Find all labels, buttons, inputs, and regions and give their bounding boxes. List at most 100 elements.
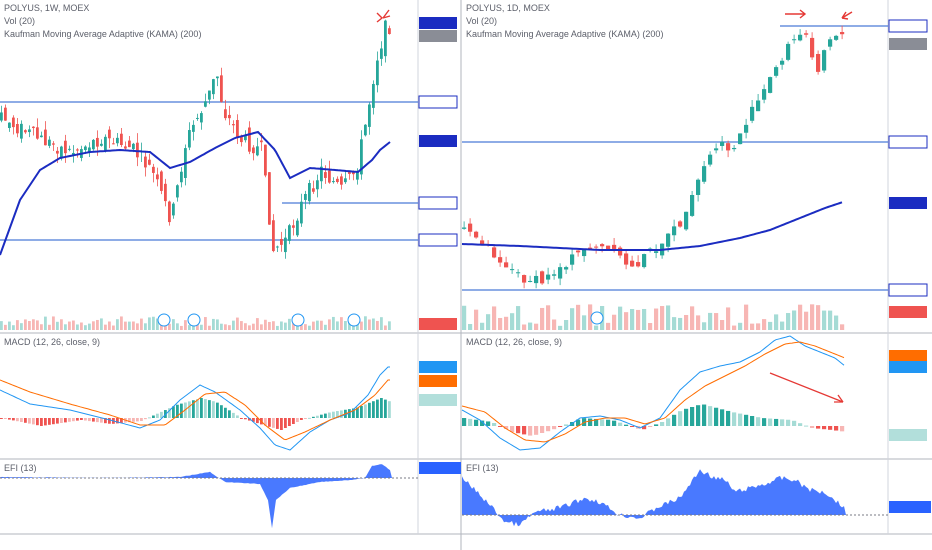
- r-volume-bar: [732, 325, 737, 330]
- l-candle: [316, 174, 319, 198]
- l-volume-bar: [252, 323, 255, 330]
- right-dividend-markers[interactable]: [590, 311, 604, 325]
- l-candle-body: [316, 180, 319, 190]
- r-candle-body: [798, 34, 803, 41]
- l-candle: [300, 193, 303, 227]
- r-candle: [684, 211, 689, 231]
- l-candle-body: [336, 178, 339, 183]
- r-histogram-bar: [498, 426, 503, 427]
- r-volume-bar: [684, 314, 689, 330]
- r-histogram-bar: [720, 409, 725, 426]
- l-volume-bar: [292, 323, 295, 330]
- l-volume-bar: [324, 324, 327, 330]
- l-candle: [144, 150, 147, 177]
- r-histogram-bar: [684, 408, 689, 426]
- left-macd-title: MACD (12, 26, close, 9): [4, 337, 100, 347]
- l-volume-bar: [100, 318, 103, 330]
- r-candle: [504, 256, 509, 268]
- right-macd-pane[interactable]: MACD (12, 26, close, 9): [461, 335, 927, 451]
- l-candle-body: [220, 75, 223, 102]
- r-candle-body: [654, 251, 659, 253]
- l-candle: [28, 125, 31, 138]
- l-volume-bar: [20, 323, 23, 330]
- l-histogram-bar: [272, 418, 275, 428]
- r-candle-body: [606, 245, 611, 250]
- r-candle-body: [774, 67, 779, 76]
- l-histogram-bar: [196, 399, 199, 418]
- l-candle: [196, 113, 199, 121]
- r-volume-bar: [498, 317, 503, 330]
- l-histogram-bar: [324, 413, 327, 418]
- right-efi-title: EFI (13): [466, 463, 499, 473]
- l-volume-bar: [264, 319, 267, 330]
- left-macd-pane[interactable]: MACD (12, 26, close, 9): [0, 337, 457, 451]
- r-candle-body: [630, 260, 635, 267]
- l-candle: [76, 148, 79, 158]
- right-horizontal-lines[interactable]: [462, 25, 888, 291]
- l-candle: [296, 218, 299, 238]
- l-volume-bar: [340, 317, 343, 330]
- r-candle-body: [732, 147, 737, 150]
- l-candle-body: [120, 133, 123, 146]
- r-histogram-bar: [696, 405, 701, 426]
- l-volume-bar: [380, 317, 383, 330]
- l-volume-bar: [208, 325, 211, 330]
- right-efi-pane[interactable]: EFI (13): [462, 463, 931, 527]
- right-chart-panel[interactable]: POLYUS, 1D, MOEX Vol (20) Kaufman Moving…: [461, 3, 931, 527]
- l-histogram-bar: [180, 403, 183, 418]
- l-candle: [120, 128, 123, 148]
- left-dividend-markers[interactable]: [157, 313, 361, 327]
- l-volume-bar: [384, 325, 387, 330]
- r-candle: [468, 218, 473, 237]
- left-chart-panel[interactable]: POLYUS, 1W, MOEX Vol (20) Kaufman Moving…: [0, 3, 461, 529]
- l-histogram-bar: [288, 418, 291, 426]
- l-candle-body: [272, 220, 275, 252]
- right-kama-title: Kaufman Moving Average Adaptive (KAMA) (…: [466, 29, 663, 39]
- l-histogram-bar: [132, 418, 135, 422]
- l-histogram-bar: [144, 418, 147, 420]
- r-histogram-bar: [630, 426, 635, 427]
- l-candle-body: [384, 20, 387, 57]
- l-candle: [52, 141, 55, 151]
- l-volume-bar: [296, 325, 299, 330]
- l-candle-body: [24, 130, 27, 133]
- right-macd-divergence-arrowhead: [834, 394, 844, 403]
- l-price-tag: [418, 196, 458, 210]
- l-candle: [320, 158, 323, 189]
- r-volume-bar: [744, 304, 749, 330]
- r-candle: [618, 245, 623, 259]
- left-efi-pane[interactable]: EFI (13): [0, 462, 461, 529]
- r-volume-bar: [588, 304, 593, 330]
- l-candle-body: [372, 83, 375, 108]
- l-candle-body: [360, 139, 363, 175]
- right-signal-line: [461, 341, 845, 443]
- r-arrow-mark: [841, 11, 853, 20]
- l-candle: [168, 200, 171, 226]
- l-candle: [36, 118, 39, 140]
- l-candle-body: [340, 176, 343, 185]
- r-volume-bar: [672, 317, 677, 330]
- l-candle-body: [208, 90, 211, 100]
- r-volume-bar: [510, 313, 515, 330]
- l-histogram-bar: [188, 401, 191, 418]
- l-volume-bar: [308, 325, 311, 330]
- r-candle-body: [792, 39, 797, 41]
- r-histogram-bar: [828, 426, 833, 430]
- l-histogram-bar: [200, 398, 203, 418]
- r-macd-tag: [889, 429, 927, 441]
- l-histogram-bar: [204, 399, 207, 418]
- r-candle-body: [588, 247, 593, 250]
- l-candle: [176, 184, 179, 202]
- l-histogram-bar: [64, 418, 67, 423]
- left-efi-title: EFI (13): [4, 463, 37, 473]
- r-candle-body: [726, 143, 731, 151]
- r-candle-body: [546, 274, 551, 280]
- l-macd-tag-bg: [419, 361, 457, 373]
- right-efi-area: [462, 469, 846, 527]
- l-candle-body: [192, 124, 195, 132]
- r-histogram-bar: [834, 426, 839, 431]
- r-price-tag-bg: [889, 38, 927, 50]
- l-volume-bar: [132, 321, 135, 330]
- l-candle: [160, 170, 163, 195]
